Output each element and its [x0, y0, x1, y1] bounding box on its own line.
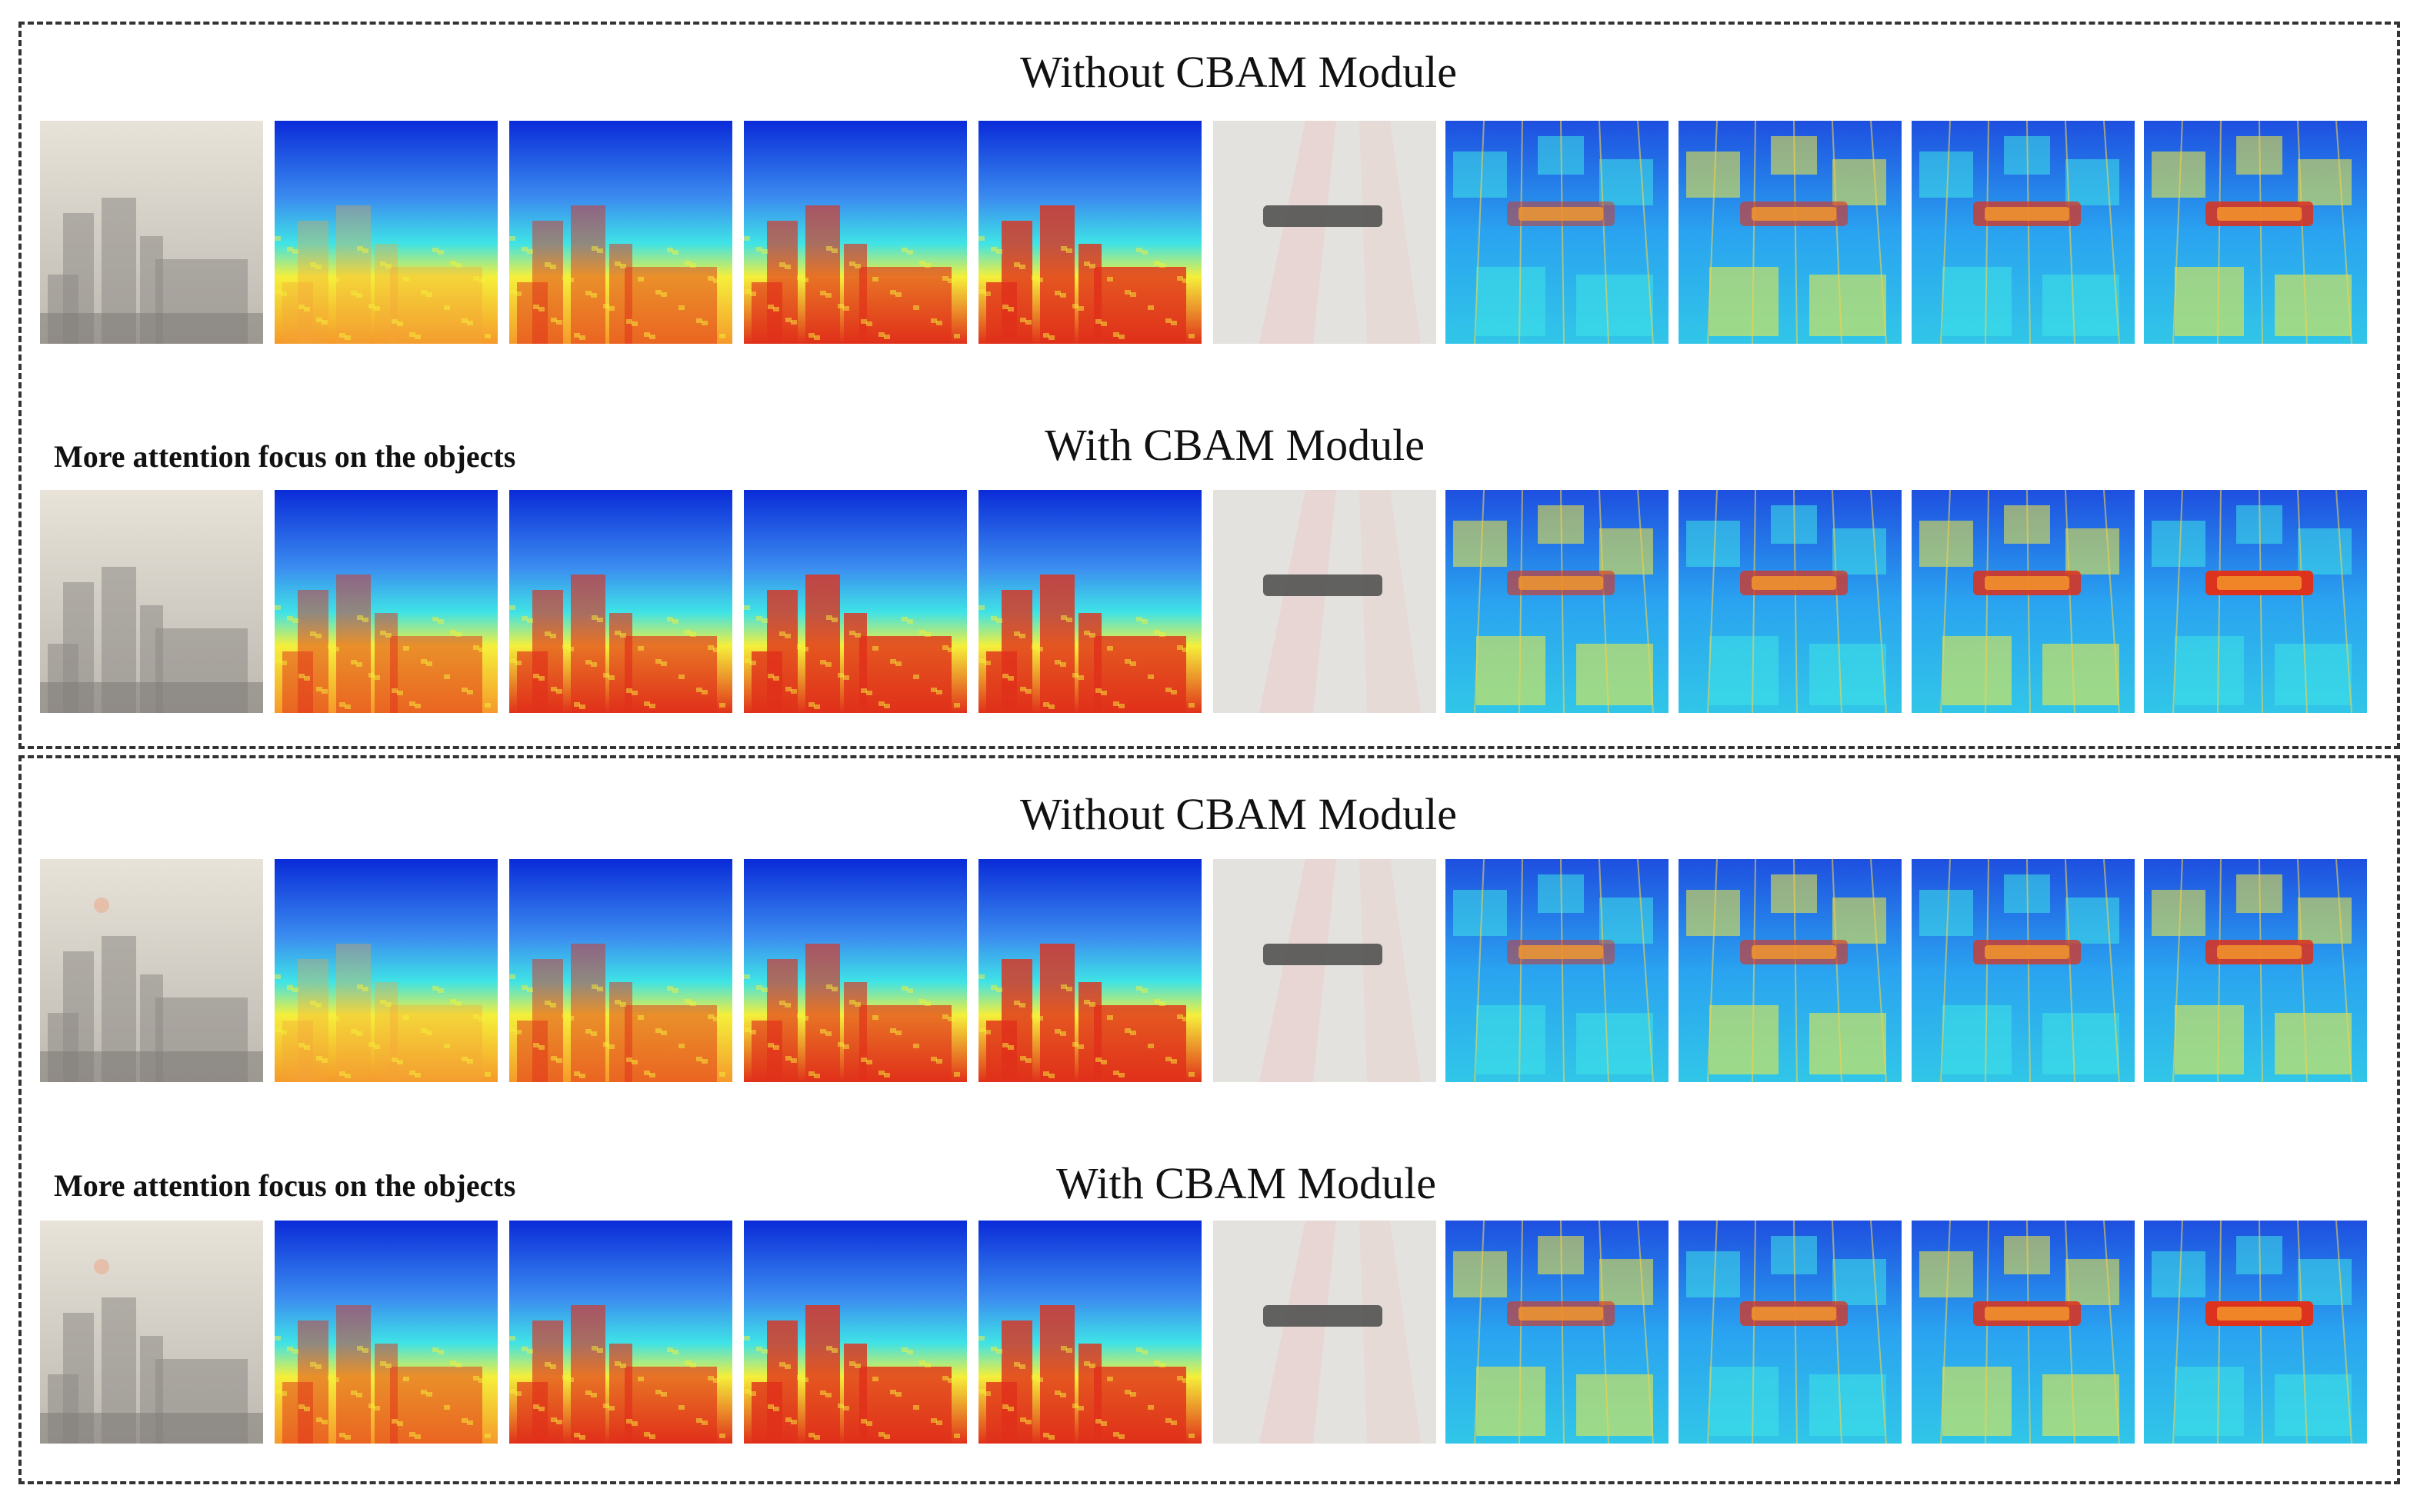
city-heatmap-2-tile	[509, 859, 732, 1082]
floor-object-input-tile	[1213, 859, 1436, 1082]
city-heatmap-1-tile	[275, 859, 498, 1082]
panel-bottom	[18, 755, 2400, 1484]
floor-heatmap-1-tile	[1445, 1221, 1669, 1444]
city-heatmap-4-tile	[978, 490, 1202, 713]
city-heatmap-4-tile	[978, 1221, 1202, 1444]
title-without-cbam-top: Without CBAM Module	[1019, 47, 1458, 97]
title-with-cbam-top: With CBAM Module	[1045, 420, 1425, 470]
haze-city-input-tile	[40, 1221, 263, 1444]
floor-heatmap-1-tile	[1445, 490, 1669, 713]
floor-heatmap-2-tile	[1679, 121, 1902, 344]
floor-heatmap-3-tile	[1912, 859, 2135, 1082]
floor-heatmap-3-tile	[1912, 121, 2135, 344]
floor-heatmap-3-tile	[1912, 490, 2135, 713]
city-heatmap-4-tile	[978, 121, 1202, 344]
city-heatmap-4-tile	[978, 859, 1202, 1082]
floor-heatmap-4-tile	[2144, 490, 2367, 713]
city-heatmap-3-tile	[744, 121, 967, 344]
floor-heatmap-4-tile	[2144, 859, 2367, 1082]
floor-heatmap-1-tile	[1445, 859, 1669, 1082]
city-heatmap-3-tile	[744, 1221, 967, 1444]
floor-object-input-tile	[1213, 490, 1436, 713]
floor-object-input-tile	[1213, 121, 1436, 344]
city-heatmap-3-tile	[744, 859, 967, 1082]
floor-heatmap-2-tile	[1679, 859, 1902, 1082]
city-heatmap-2-tile	[509, 121, 732, 344]
haze-city-input-tile	[40, 121, 263, 344]
city-heatmap-1-tile	[275, 490, 498, 713]
floor-heatmap-3-tile	[1912, 1221, 2135, 1444]
city-heatmap-2-tile	[509, 1221, 732, 1444]
city-heatmap-2-tile	[509, 490, 732, 713]
floor-heatmap-2-tile	[1679, 1221, 1902, 1444]
city-heatmap-1-tile	[275, 1221, 498, 1444]
floor-heatmap-2-tile	[1679, 490, 1902, 713]
title-with-cbam-bottom: With CBAM Module	[1056, 1158, 1436, 1208]
floor-heatmap-4-tile	[2144, 1221, 2367, 1444]
floor-heatmap-1-tile	[1445, 121, 1669, 344]
haze-city-input-tile	[40, 490, 263, 713]
haze-city-input-tile	[40, 859, 263, 1082]
floor-heatmap-4-tile	[2144, 121, 2367, 344]
attention-note-top: More attention focus on the objects	[54, 439, 516, 474]
title-without-cbam-bottom: Without CBAM Module	[1019, 789, 1458, 839]
panel-top	[18, 22, 2400, 749]
city-heatmap-3-tile	[744, 490, 967, 713]
floor-object-input-tile	[1213, 1221, 1436, 1444]
city-heatmap-1-tile	[275, 121, 498, 344]
attention-note-bottom: More attention focus on the objects	[54, 1168, 516, 1203]
